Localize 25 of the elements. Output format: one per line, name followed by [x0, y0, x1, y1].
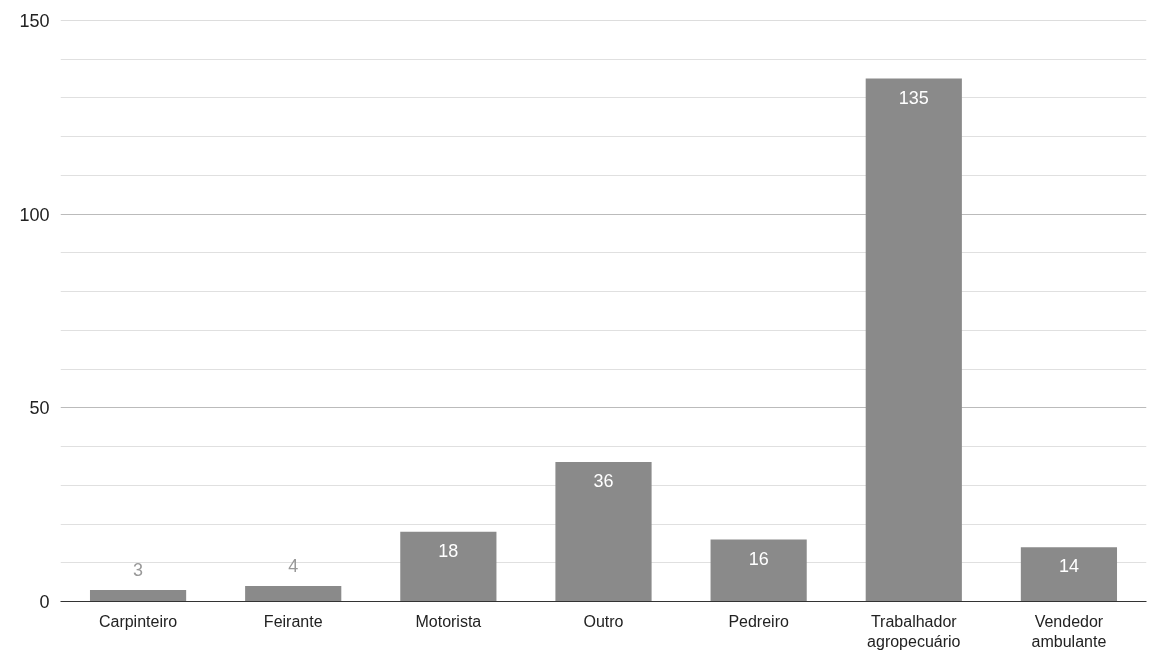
bar: [89, 589, 187, 602]
data-label: 135: [898, 87, 929, 108]
y-tick-label: 150: [19, 11, 50, 31]
data-label: 4: [288, 556, 299, 577]
bar: [245, 586, 342, 602]
data-label: 16: [748, 548, 769, 569]
x-tick-label: Pedreiro: [728, 612, 789, 630]
x-tick-label: Feirante: [263, 612, 323, 630]
data-label: 14: [1058, 556, 1079, 577]
bar: [1020, 547, 1118, 602]
x-tick-label: Motorista: [415, 612, 482, 630]
y-tick-label: 0: [39, 592, 50, 612]
bar: [400, 531, 497, 602]
x-tick-label: Trabalhador agropecuário: [867, 612, 961, 650]
data-label: 3: [133, 559, 144, 580]
x-tick-label: Outro: [583, 612, 624, 630]
bar: [555, 462, 652, 602]
x-tick-label: Carpinteiro: [98, 612, 178, 630]
data-label: 18: [438, 540, 459, 561]
bar: [865, 78, 962, 602]
data-label: 36: [593, 471, 614, 492]
y-tick-label: 100: [19, 204, 50, 225]
y-tick-label: 50: [29, 398, 50, 419]
bar: [710, 539, 807, 602]
x-tick-label: Vendedor ambulante: [1031, 612, 1107, 650]
